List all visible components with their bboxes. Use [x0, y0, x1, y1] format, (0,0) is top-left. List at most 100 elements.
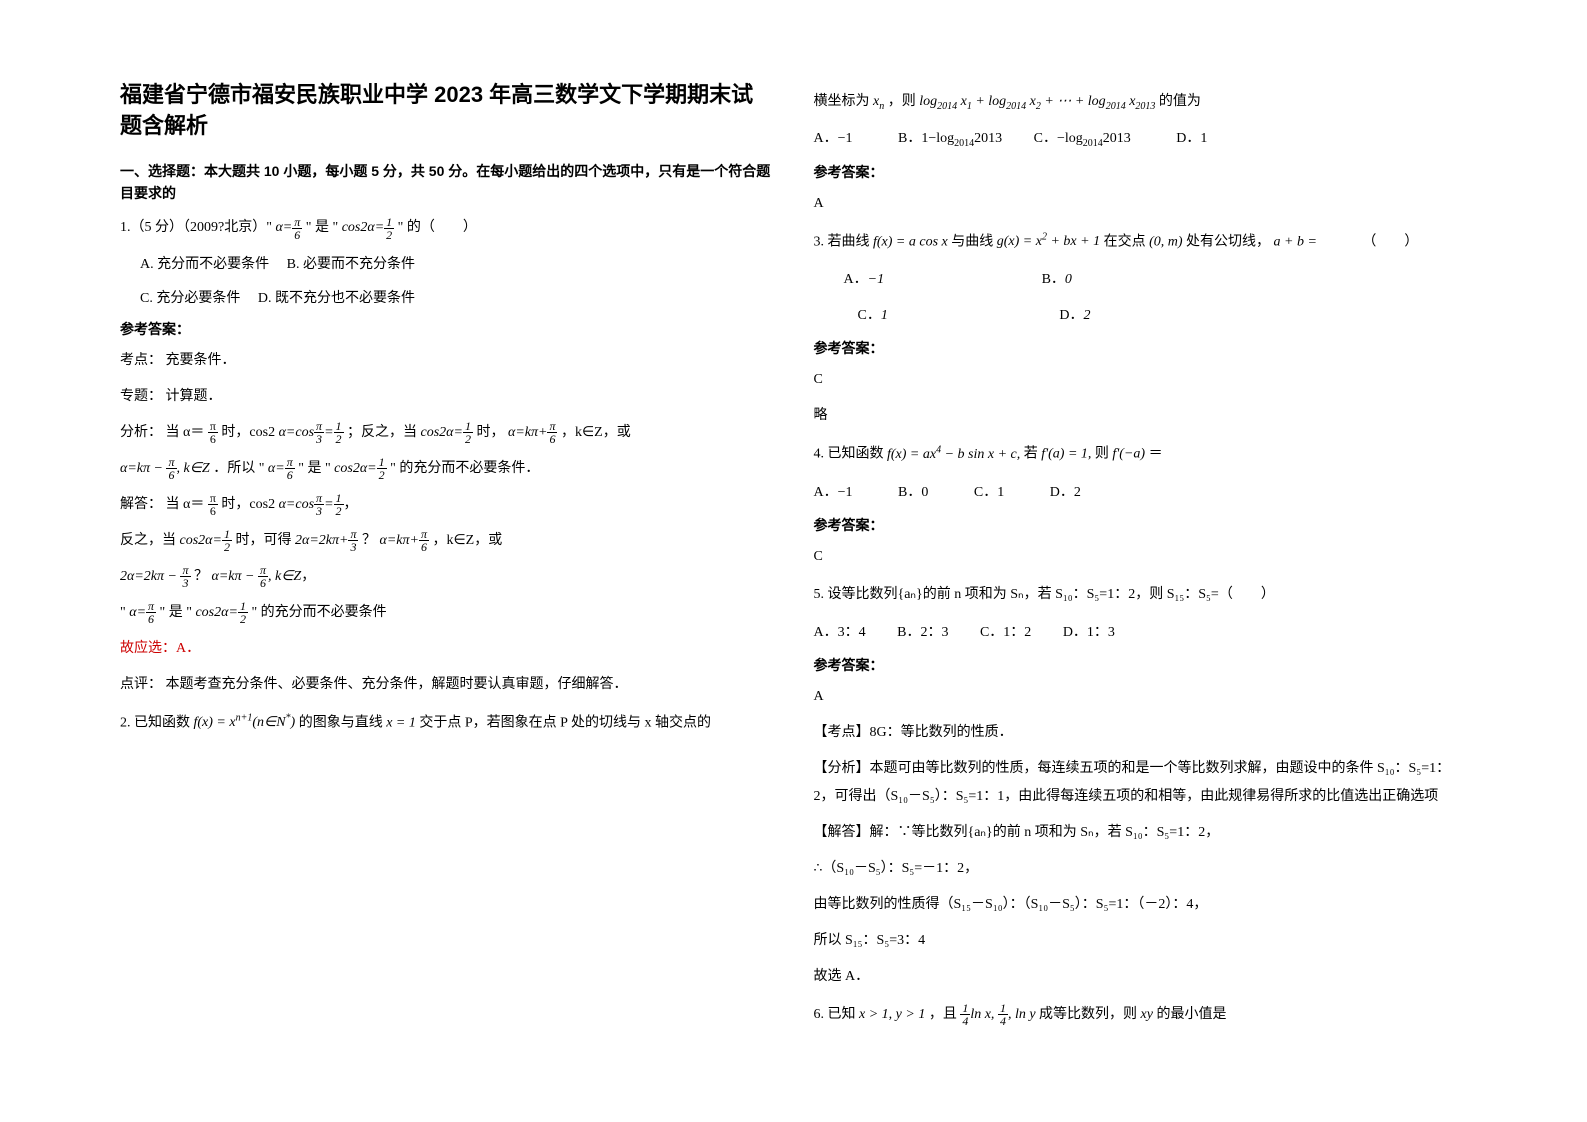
- formula: α=π6: [268, 461, 295, 476]
- q4-options: A．−1 B．0 C．1 D．2: [814, 479, 1468, 507]
- q3-optD: D．: [1059, 308, 1083, 323]
- formula: log2014 x1 + log2014 x2 + ⋯ + log2014 x2…: [919, 94, 1155, 109]
- q5-optB: B．2：3: [897, 625, 948, 640]
- text: 处有公切线，: [1186, 234, 1270, 249]
- q4-stem: 4. 已知函数 f(x) = ax4 − b sin x + c, 若 f'(a…: [814, 440, 1468, 469]
- q1-optD: D. 既不充分也不必要条件: [258, 291, 415, 306]
- q1-dianping: 点评： 本题考查充分条件、必要条件、充分条件，解题时要认真审题，仔细解答．: [120, 671, 774, 699]
- text: 时，cos2: [221, 425, 275, 440]
- text: 横坐标为: [814, 94, 870, 109]
- text: ，则: [888, 94, 916, 109]
- q5-answer: A: [814, 683, 1468, 711]
- q5-jieda-l1: 【解答】解：∵等比数列{aₙ}的前 n 项和为 Sₙ，若 S₁₀：S₅=1：2，: [814, 819, 1468, 847]
- text: 反之，当: [120, 533, 176, 548]
- text: 若: [1024, 447, 1038, 462]
- q3-optB: B．: [1042, 272, 1065, 287]
- q6-stem: 6. 已知 x > 1, y > 1 ，且 14ln x, 14, ln y 成…: [814, 1001, 1468, 1029]
- text: 的最小值是: [1156, 1007, 1226, 1022]
- q1-mid: " 是 ": [306, 220, 342, 235]
- text: 则: [1095, 447, 1109, 462]
- formula: α=cosπ3=12: [279, 425, 344, 440]
- doc-title: 福建省宁德市福安民族职业中学 2023 年高三数学文下学期期末试题含解析: [120, 80, 774, 142]
- q3-lue: 略: [814, 402, 1468, 430]
- q3-answer: C: [814, 366, 1468, 394]
- formula: 14ln x, 14, ln y: [960, 1007, 1035, 1022]
- q1-jieda-l2: 反之，当 cos2α=12 时，可得 2α=2kπ+π3 ？ α=kπ+π6 ，…: [120, 527, 774, 555]
- q1-jieda-l1: 解答： 当 α＝ π6 时，cos2 α=cosπ3=12，: [120, 491, 774, 519]
- formula: f'(−a): [1112, 447, 1145, 462]
- text: " 是 ": [160, 605, 196, 620]
- q5-optD: D．1：3: [1063, 625, 1115, 640]
- q1-optC: C. 充分必要条件: [140, 291, 240, 306]
- formula: f(x) = a cos x: [873, 234, 948, 249]
- q2-optD: D．1: [1176, 131, 1207, 146]
- q5-optC: C．1：2: [980, 625, 1031, 640]
- text: ；反之，当: [347, 425, 417, 440]
- q1-stem: 1.（5 分）（2009?北京）" α=π6 " 是 " cos2α=12 " …: [120, 214, 774, 242]
- q1-formula1: α=π6: [275, 220, 302, 235]
- left-column: 福建省宁德市福安民族职业中学 2023 年高三数学文下学期期末试题含解析 一、选…: [100, 80, 794, 1082]
- q1-gu: 故应选：A．: [120, 635, 774, 663]
- text: 交于点 P，若图象在点 P 处的切线与 x 轴交点的: [419, 715, 711, 730]
- formula: cos2α=12: [180, 533, 232, 548]
- q1-conclusion: " α=π6 " 是 " cos2α=12 " 的充分而不必要条件: [120, 599, 774, 627]
- formula: α=π6: [129, 605, 156, 620]
- q4-optB: B．0: [898, 485, 928, 500]
- q3-optC: C．: [858, 308, 881, 323]
- formula: (0, m): [1149, 234, 1182, 249]
- text: 分析： 当 α＝: [120, 425, 204, 440]
- q4-answer: C: [814, 543, 1468, 571]
- q4-optC: C．1: [974, 485, 1004, 500]
- text: ，且: [929, 1007, 957, 1022]
- right-column: 横坐标为 xn ，则 log2014 x1 + log2014 x2 + ⋯ +…: [794, 80, 1488, 1082]
- q5-stem: 5. 设等比数列{aₙ}的前 n 项和为 Sₙ，若 S₁₀：S₅=1：2，则 S…: [814, 581, 1468, 609]
- text: 时，cos2: [221, 497, 275, 512]
- q1-fenxi-l1: 分析： 当 α＝ π6 时，cos2 α=cosπ3=12 ；反之，当 cos2…: [120, 419, 774, 447]
- formula: 2α=2kπ+π3: [295, 533, 359, 548]
- q3-opts-ab: A．−1 B．0: [844, 266, 1468, 294]
- text: 时，可得: [235, 533, 291, 548]
- q1-formula2: cos2α=12: [342, 220, 394, 235]
- formula: 2α=2kπ − π3: [120, 569, 191, 584]
- q2-options: A．−1 B．1−log20142013 C．−log20142013 D．1: [814, 125, 1468, 154]
- text: 6. 已知: [814, 1007, 856, 1022]
- q4-answer-label: 参考答案：: [814, 515, 1468, 535]
- q1-optA: A. 充分而不必要条件: [140, 257, 269, 272]
- text: 在交点: [1104, 234, 1146, 249]
- formula: α=cosπ3=12: [279, 497, 344, 512]
- q4-optD: D．2: [1050, 485, 1081, 500]
- text: 的图象与直线: [299, 715, 383, 730]
- section-header: 一、选择题：本大题共 10 小题，每小题 5 分，共 50 分。在每小题给出的四…: [120, 160, 774, 205]
- text: ，k∈Z，或: [561, 425, 631, 440]
- q4-optA: A．−1: [814, 485, 853, 500]
- q2-optB: B．1−log20142013: [898, 131, 1002, 146]
- q3-optA: A．: [844, 272, 868, 287]
- q5-fenxi: 【分析】本题可由等比数列的性质，每连续五项的和是一个等比数列求解，由题设中的条件…: [814, 755, 1468, 811]
- q1-fenxi-l2: α=kπ − π6, k∈Z ．所以 " α=π6 " 是 " cos2α=12…: [120, 455, 774, 483]
- formula: f'(a) = 1,: [1041, 447, 1091, 462]
- formula: α=kπ − π6, k∈Z: [120, 461, 210, 476]
- frac: π6: [208, 420, 218, 445]
- q1-optB: B. 必要而不充分条件: [287, 257, 415, 272]
- q2-cont: 横坐标为 xn ，则 log2014 x1 + log2014 x2 + ⋯ +…: [814, 88, 1468, 117]
- q1-prefix: 1.（5 分）（2009?北京）": [120, 220, 275, 235]
- q5-options: A．3：4 B．2：3 C．1：2 D．1：3: [814, 619, 1468, 647]
- formula: f(x) = xn+1(n∈N*): [194, 715, 296, 730]
- q5-optA: A．3：4: [814, 625, 866, 640]
- formula: cos2α=12: [334, 461, 386, 476]
- text: ＝: [1149, 447, 1163, 462]
- text: ？: [362, 533, 376, 548]
- q5-jieda-l3: 由等比数列的性质得（S₁₅－S₁₀）：（S₁₀－S₅）：S₅=1：（－2）：4，: [814, 891, 1468, 919]
- q3-answer-label: 参考答案：: [814, 338, 1468, 358]
- formula: xy: [1141, 1007, 1153, 1022]
- text: ？: [194, 569, 208, 584]
- q5-jieda-l4: 所以 S₁₅：S₅=3：4: [814, 927, 1468, 955]
- formula: f(x) = ax4 − b sin x + c,: [887, 447, 1020, 462]
- q5-jieda-l2: ∴（S₁₀－S₅）：S₅=－1：2，: [814, 855, 1468, 883]
- formula: x = 1: [386, 715, 416, 730]
- formula: xn: [873, 94, 884, 109]
- q2-answer-label: 参考答案：: [814, 162, 1468, 182]
- frac: π6: [208, 492, 218, 517]
- text: " 的充分而不必要条件．: [390, 461, 539, 476]
- q3-stem: 3. 若曲线 f(x) = a cos x 与曲线 g(x) = x2 + bx…: [814, 228, 1468, 257]
